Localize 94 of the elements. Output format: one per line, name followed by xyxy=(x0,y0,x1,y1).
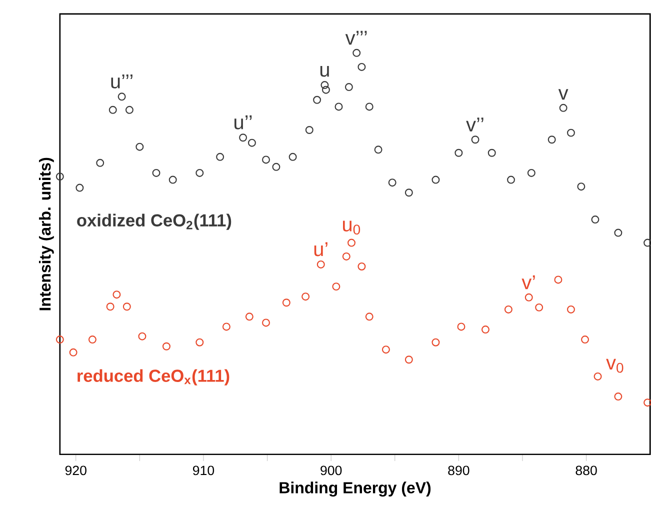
point xyxy=(245,312,254,321)
point xyxy=(162,342,170,350)
point xyxy=(56,172,64,180)
point xyxy=(69,348,78,356)
point xyxy=(239,133,248,142)
x-tick-label: 880 xyxy=(576,466,597,476)
point xyxy=(262,156,270,164)
point xyxy=(577,182,586,190)
point xyxy=(457,322,466,331)
point xyxy=(305,126,314,134)
point xyxy=(352,48,361,57)
point xyxy=(535,303,544,312)
point xyxy=(527,168,536,177)
point xyxy=(76,184,84,192)
point xyxy=(302,292,310,300)
point xyxy=(222,322,230,331)
point xyxy=(125,106,134,114)
point xyxy=(96,158,104,167)
point xyxy=(106,302,114,310)
point xyxy=(342,252,350,260)
point xyxy=(454,148,463,157)
y-axis-title: Intensity (arb. units) xyxy=(38,158,54,310)
point xyxy=(88,335,96,344)
point xyxy=(488,148,496,157)
point xyxy=(388,178,396,186)
point xyxy=(56,335,64,344)
point xyxy=(332,282,340,290)
point xyxy=(581,335,590,344)
point xyxy=(138,332,146,340)
point xyxy=(404,188,413,196)
annotation: u’’ xyxy=(234,115,252,130)
point xyxy=(614,228,622,237)
point xyxy=(644,238,651,247)
point xyxy=(374,146,382,154)
point xyxy=(152,168,160,177)
point xyxy=(524,293,533,302)
x-tick-label: 920 xyxy=(65,466,86,476)
annotation: u’’’ xyxy=(111,74,132,88)
point xyxy=(288,152,297,161)
point xyxy=(262,318,270,327)
point xyxy=(471,135,480,144)
point xyxy=(382,345,390,354)
point xyxy=(504,305,512,314)
point xyxy=(136,142,144,151)
point xyxy=(358,262,366,270)
point xyxy=(313,96,322,104)
point xyxy=(334,102,343,111)
point xyxy=(248,138,256,147)
series-label: oxidized CeO$_{2}$(111) xyxy=(77,214,232,230)
annotation: u’ xyxy=(314,242,328,256)
series-label: reduced CeO$_{x}$(111) xyxy=(78,369,230,386)
point xyxy=(168,176,177,184)
point xyxy=(404,355,413,364)
x-tick-label: 910 xyxy=(192,466,214,476)
point xyxy=(614,392,622,400)
point xyxy=(548,135,556,144)
annotation: v’’ xyxy=(466,117,484,132)
point xyxy=(432,176,440,184)
annotation: u$_{0}$ xyxy=(343,220,360,234)
point xyxy=(566,128,575,137)
point xyxy=(216,152,224,161)
point xyxy=(282,298,290,306)
x-axis-title: Binding Energy (eV) xyxy=(280,482,431,496)
point xyxy=(108,106,117,114)
point xyxy=(358,62,366,71)
point xyxy=(196,168,204,177)
point xyxy=(644,398,651,406)
x-tick-label: 890 xyxy=(448,466,470,476)
point xyxy=(365,312,374,321)
point xyxy=(118,92,126,101)
point xyxy=(112,290,121,298)
annotation: v xyxy=(558,88,568,100)
point xyxy=(559,104,568,112)
point xyxy=(322,86,330,94)
point xyxy=(507,176,515,184)
point xyxy=(320,80,329,89)
annotation: v’ xyxy=(522,275,535,290)
point xyxy=(196,338,204,346)
point xyxy=(344,82,353,91)
point xyxy=(316,260,325,268)
point xyxy=(594,372,602,380)
point xyxy=(432,338,440,346)
x-tick-label: 900 xyxy=(320,466,342,476)
point xyxy=(566,305,575,314)
annotation: u xyxy=(320,66,329,77)
point xyxy=(481,325,490,334)
point xyxy=(122,302,131,310)
point xyxy=(365,102,374,111)
point xyxy=(591,215,600,224)
annotation: v’’’ xyxy=(345,30,367,45)
annotation: v$_{0}$ xyxy=(606,358,624,373)
point xyxy=(272,162,280,171)
point xyxy=(348,238,356,247)
point xyxy=(554,276,562,284)
